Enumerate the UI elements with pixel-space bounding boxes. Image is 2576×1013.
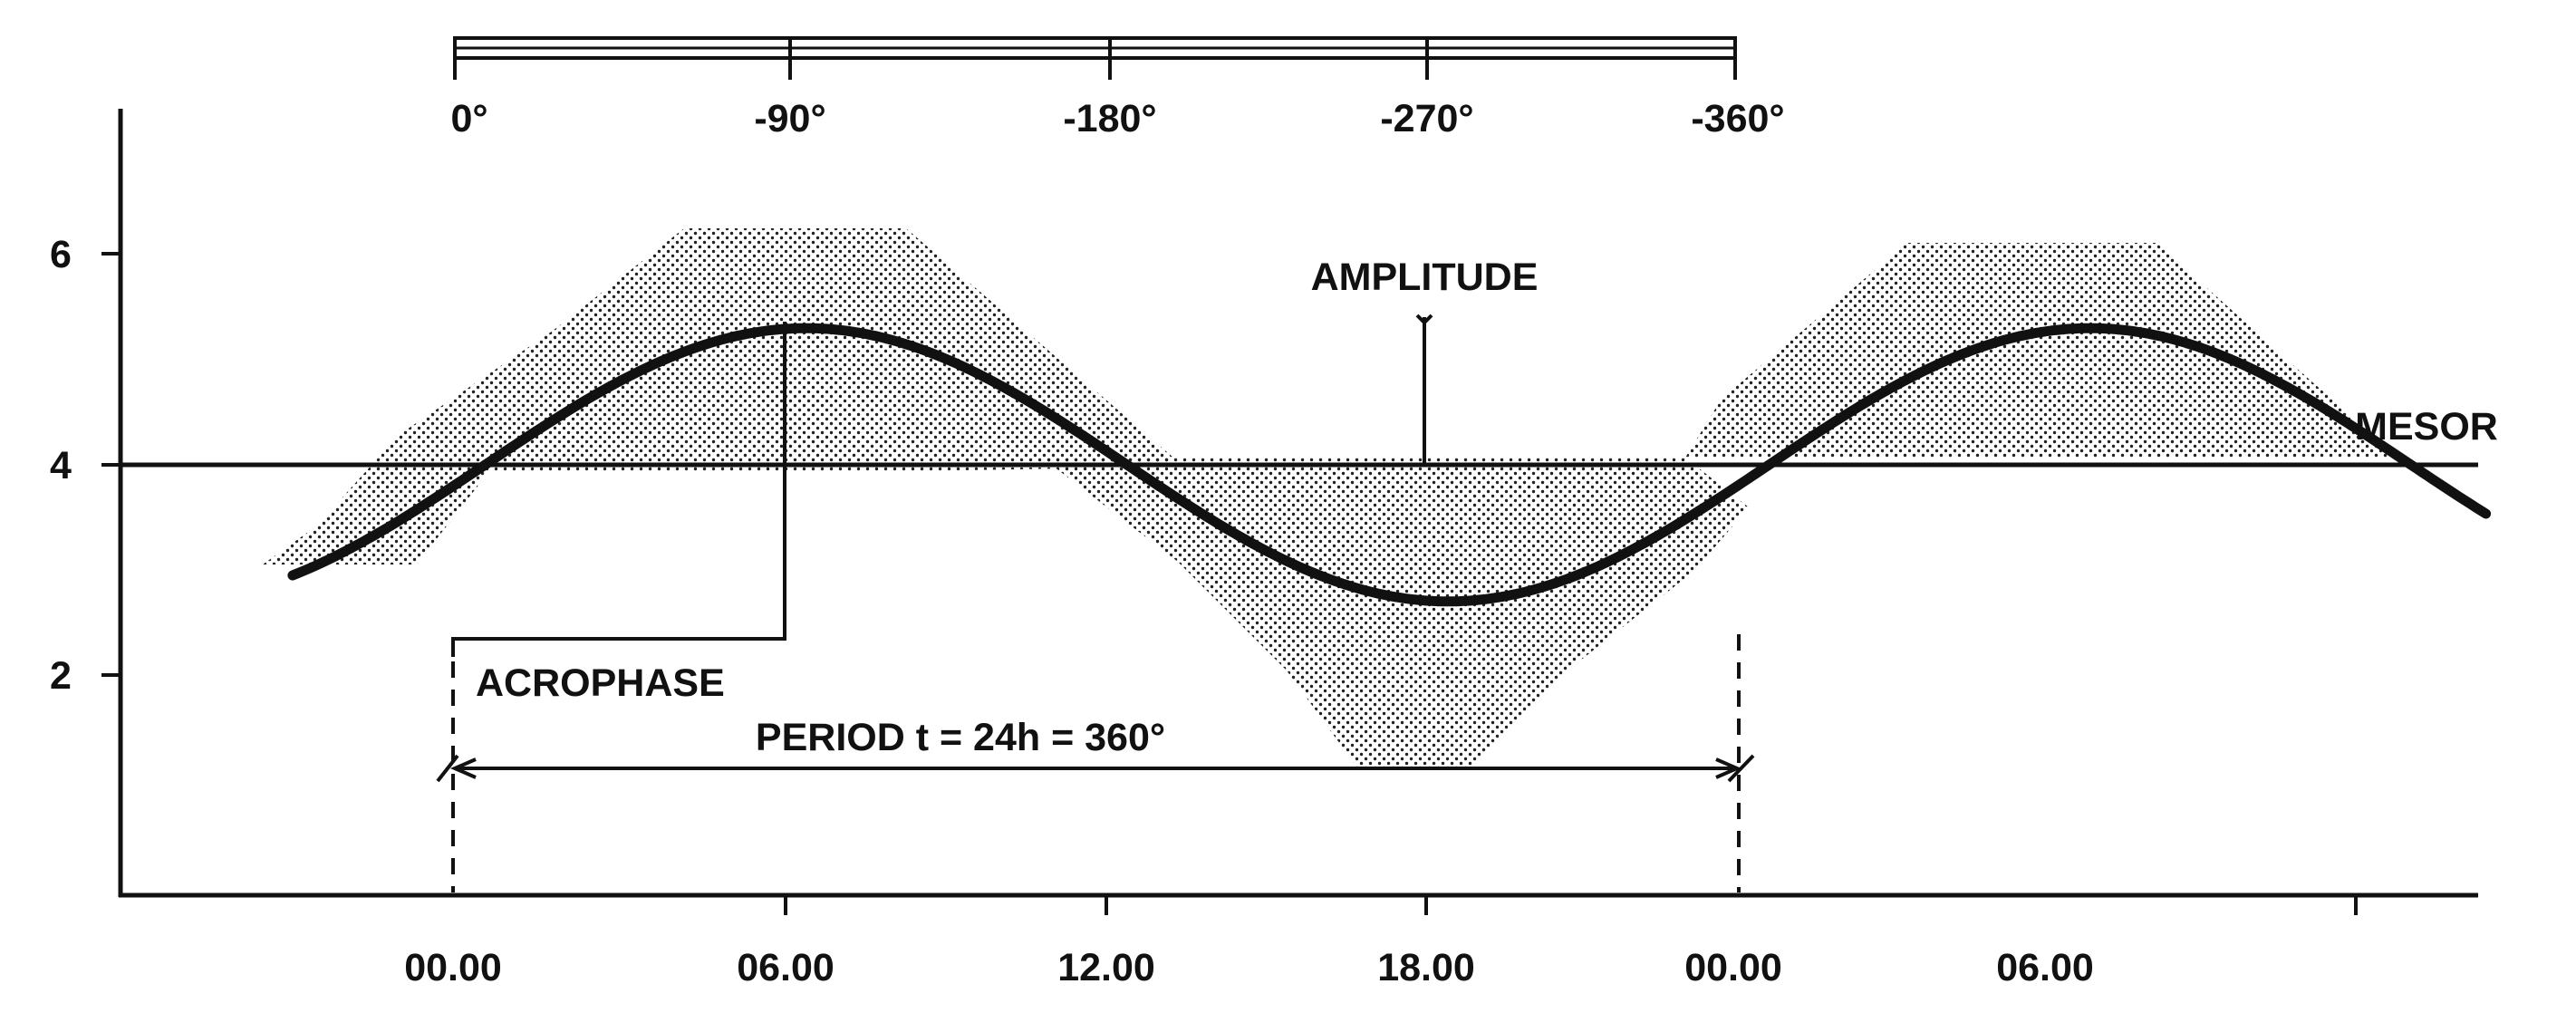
period-label: PERIOD t = 24h = 360° xyxy=(756,716,1165,759)
confidence-band-trough xyxy=(1042,458,1749,770)
confidence-band-left xyxy=(263,228,1173,564)
x-tick-label: 06.00 xyxy=(1996,946,2094,989)
x-tick-label: 18.00 xyxy=(1377,946,1475,989)
y-tick-label: 4 xyxy=(50,444,72,487)
y-ticks: 6 4 2 xyxy=(50,233,121,698)
acrophase-marker: ACROPHASE xyxy=(451,322,786,705)
x-tick-label: 12.00 xyxy=(1057,946,1155,989)
period-marker: PERIOD t = 24h = 360° xyxy=(436,634,1755,892)
period-arrowhead-left xyxy=(449,757,477,779)
amplitude-cap xyxy=(1415,314,1433,325)
x-ticks: 00.00 06.00 12.00 18.00 00.00 06.00 xyxy=(404,895,2358,989)
phase-label-270: -270° xyxy=(1380,97,1473,140)
axes xyxy=(118,109,2478,898)
confidence-band-right xyxy=(1685,243,2401,458)
phase-scale: 0° -90° -180° -270° -360° xyxy=(450,36,1785,140)
x-tick-label: 06.00 xyxy=(737,946,835,989)
period-arrowhead-right xyxy=(1715,757,1742,779)
period-slash-left xyxy=(436,754,459,783)
phase-label-0: 0° xyxy=(450,97,487,140)
y-tick-label: 2 xyxy=(50,654,72,698)
acrophase-label: ACROPHASE xyxy=(476,661,725,705)
x-tick-label: 00.00 xyxy=(404,946,502,989)
x-tick-label: 00.00 xyxy=(1684,946,1782,989)
phase-label-90: -90° xyxy=(754,97,825,140)
amplitude-marker: AMPLITUDE xyxy=(1311,256,1539,465)
period-slash-right xyxy=(1727,754,1755,783)
rhythm-curve xyxy=(287,323,2492,607)
y-tick-label: 6 xyxy=(50,233,72,276)
amplitude-label: AMPLITUDE xyxy=(1311,256,1539,299)
phase-label-360: -360° xyxy=(1691,97,1784,140)
acrophase-bracket xyxy=(451,322,786,657)
phase-label-180: -180° xyxy=(1063,97,1156,140)
